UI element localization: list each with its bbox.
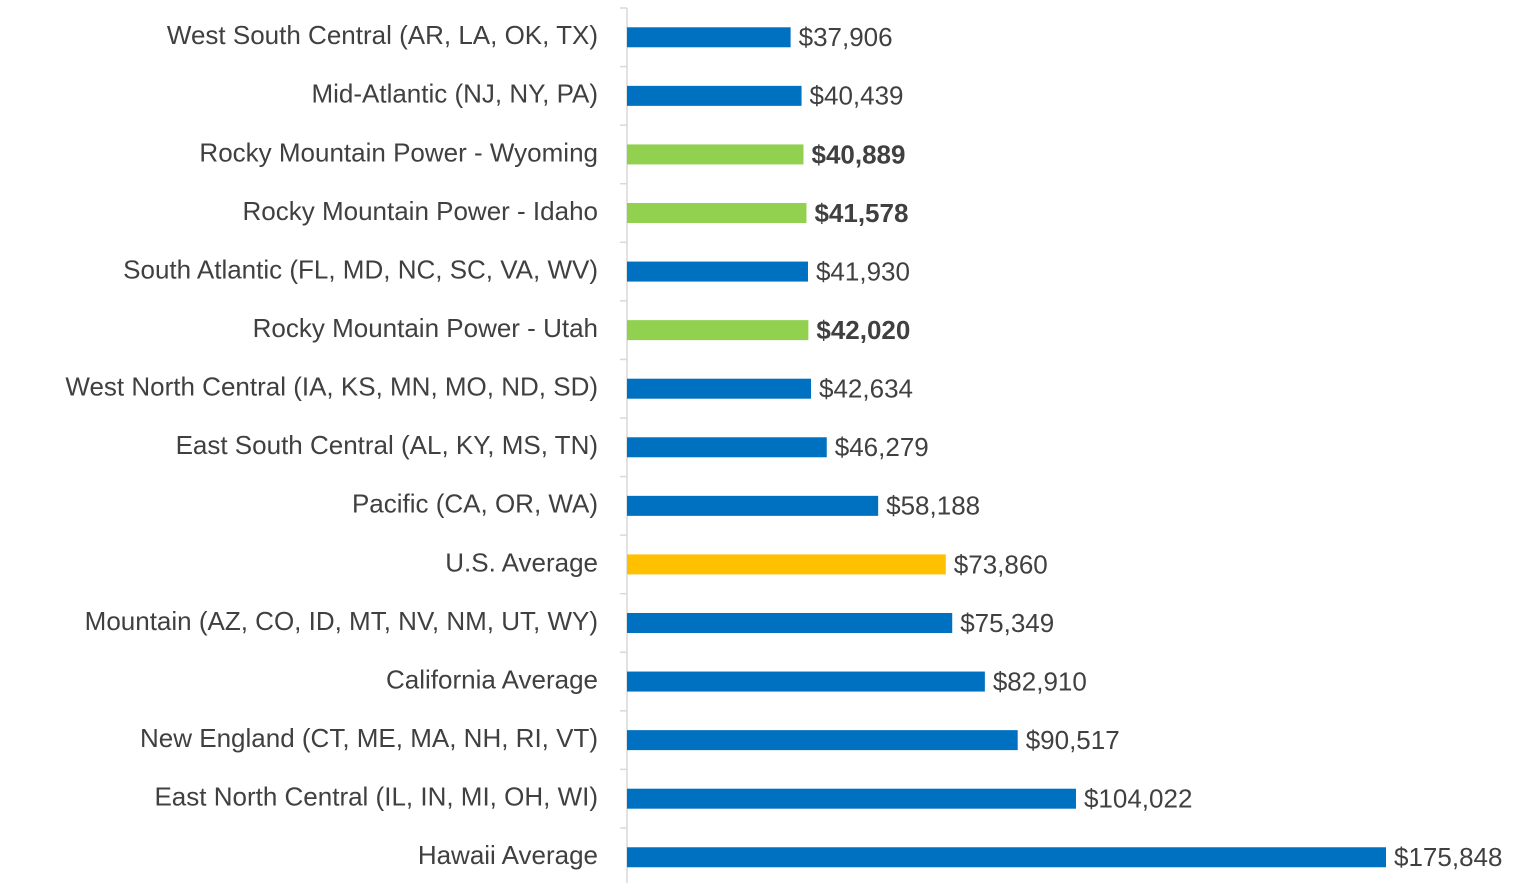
value-label: $41,930	[816, 256, 910, 286]
value-label: $41,578	[814, 198, 908, 228]
value-label: $42,634	[819, 374, 913, 404]
category-label: Rocky Mountain Power - Wyoming	[199, 137, 598, 167]
bar	[627, 612, 953, 633]
bar	[627, 788, 1076, 809]
category-label: U.S. Average	[445, 547, 598, 577]
value-label: $37,906	[799, 22, 893, 52]
value-label: $40,439	[810, 81, 904, 111]
category-label: Pacific (CA, OR, WA)	[352, 489, 598, 519]
category-label: California Average	[386, 664, 598, 694]
value-label: $73,860	[954, 549, 1048, 579]
bar	[627, 261, 808, 282]
category-label: East South Central (AL, KY, MS, TN)	[176, 430, 598, 460]
bar	[627, 27, 791, 48]
category-label: Rocky Mountain Power - Idaho	[242, 196, 598, 226]
bar	[627, 320, 809, 341]
bar	[627, 495, 879, 516]
category-label: West South Central (AR, LA, OK, TX)	[167, 20, 598, 50]
category-label: Mid-Atlantic (NJ, NY, PA)	[311, 79, 598, 109]
bar	[627, 730, 1018, 751]
bar	[627, 85, 802, 106]
bar	[627, 378, 812, 399]
category-label: West North Central (IA, KS, MN, MO, ND, …	[65, 372, 598, 402]
value-label: $175,848	[1394, 842, 1502, 872]
bar	[627, 144, 804, 165]
value-label: $82,910	[993, 666, 1087, 696]
value-label: $104,022	[1084, 784, 1192, 814]
value-label: $75,349	[960, 608, 1054, 638]
bar	[627, 202, 807, 223]
bar	[627, 554, 946, 575]
category-label: New England (CT, ME, MA, NH, RI, VT)	[140, 723, 598, 753]
value-label: $46,279	[835, 432, 929, 462]
category-label: East North Central (IL, IN, MI, OH, WI)	[154, 782, 598, 812]
category-label: Mountain (AZ, CO, ID, MT, NV, NM, UT, WY…	[85, 606, 598, 636]
value-label: $58,188	[886, 491, 980, 521]
value-label: $90,517	[1026, 725, 1120, 755]
bar	[627, 671, 985, 692]
value-label: $42,020	[816, 315, 910, 345]
bar	[627, 437, 827, 458]
category-label: Hawaii Average	[418, 840, 598, 870]
category-label: South Atlantic (FL, MD, NC, SC, VA, WV)	[123, 254, 598, 284]
value-label: $40,889	[811, 139, 905, 169]
category-label: Rocky Mountain Power - Utah	[253, 313, 598, 343]
bar	[627, 847, 1386, 868]
